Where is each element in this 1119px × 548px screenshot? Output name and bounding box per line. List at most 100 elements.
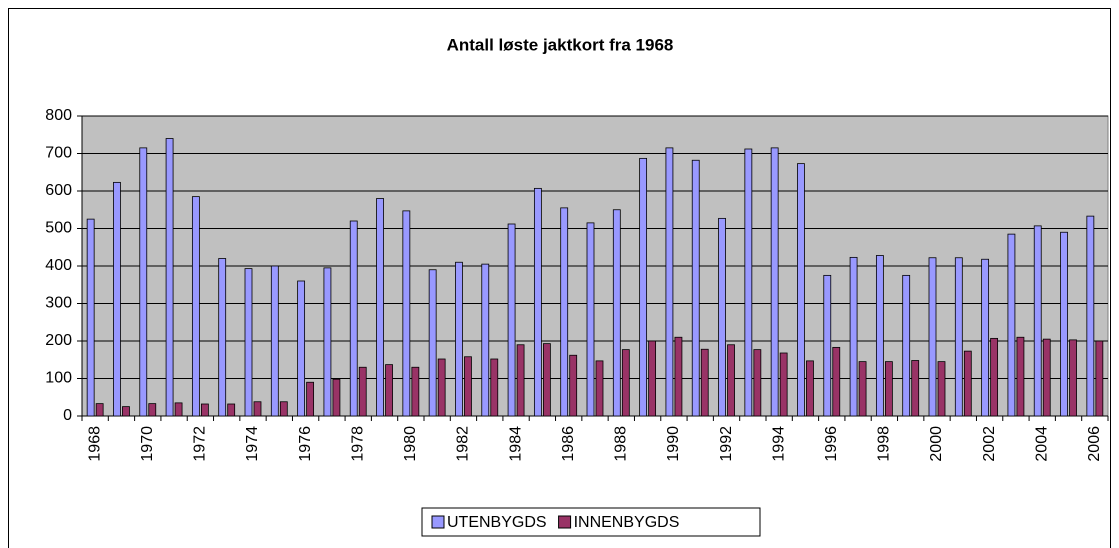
bar	[174, 402, 183, 417]
bar	[227, 403, 236, 417]
bar	[113, 181, 121, 417]
x-tick-label: 1970	[139, 426, 156, 462]
x-tick-label: 1990	[665, 426, 682, 462]
bar	[753, 349, 762, 417]
bar	[1086, 215, 1095, 417]
bar	[191, 196, 200, 417]
y-tick-label: 300	[45, 295, 72, 312]
bar	[806, 360, 814, 417]
x-tick-label: 1984	[507, 426, 524, 462]
bar	[332, 378, 341, 417]
bar	[665, 147, 674, 417]
bar	[902, 274, 911, 417]
bar	[744, 148, 753, 417]
bar	[937, 361, 946, 417]
bar	[122, 406, 130, 417]
legend-label: UTENBYGDS	[447, 514, 547, 531]
bar	[200, 403, 209, 417]
x-tick-label: 1996	[823, 426, 840, 462]
bar	[990, 337, 999, 417]
chart-title: Antall løste jaktkort fra 1968	[447, 35, 674, 54]
x-tick-label: 1988	[613, 426, 630, 462]
legend-box	[421, 507, 761, 537]
legend-label: INNENBYGDS	[574, 514, 680, 531]
x-tick-label: 1978	[349, 426, 366, 462]
bar	[884, 361, 893, 417]
bar	[1060, 231, 1068, 417]
bar	[586, 222, 595, 417]
bar	[1095, 340, 1104, 417]
bar	[542, 343, 551, 417]
x-tick-label: 1994	[770, 426, 787, 462]
bar	[385, 364, 393, 417]
x-tick-label: 1980	[402, 426, 419, 462]
bar	[569, 354, 578, 417]
bar	[358, 366, 367, 417]
x-tick-label: 1992	[718, 426, 735, 462]
y-tick-label: 0	[63, 407, 72, 424]
x-tick-label: 1972	[192, 426, 209, 462]
bar	[595, 360, 604, 417]
x-tick-label: 1986	[560, 426, 577, 462]
legend-swatch	[558, 515, 572, 529]
bar	[779, 352, 788, 417]
bar	[270, 265, 279, 417]
bar	[95, 403, 104, 417]
bar	[954, 257, 963, 417]
bar	[516, 344, 525, 417]
bar	[437, 358, 446, 417]
bar	[1069, 339, 1077, 417]
bar	[244, 268, 253, 417]
bar	[911, 360, 920, 417]
bar	[1007, 233, 1016, 417]
bar	[674, 336, 683, 417]
bar	[507, 223, 516, 417]
bar	[621, 349, 630, 417]
x-tick-label: 1998	[876, 426, 893, 462]
bar	[306, 381, 315, 417]
bar	[832, 346, 841, 417]
bar	[402, 210, 411, 417]
x-tick-label: 2000	[928, 426, 945, 462]
bar	[86, 218, 95, 417]
bar	[490, 358, 499, 417]
bar	[718, 217, 726, 417]
y-tick-label: 500	[45, 220, 72, 237]
bar	[875, 255, 884, 417]
bar	[770, 147, 779, 417]
bar	[691, 159, 700, 417]
bar	[648, 340, 657, 417]
bar	[428, 269, 437, 417]
bar	[349, 220, 358, 417]
bar	[928, 257, 937, 417]
bar	[148, 403, 157, 417]
x-tick-label: 1982	[455, 426, 472, 462]
bar	[139, 147, 148, 417]
bar	[253, 401, 262, 417]
bar	[823, 274, 832, 417]
x-tick-label: 2004	[1033, 426, 1050, 462]
x-tick-label: 2002	[981, 426, 998, 462]
bar	[700, 348, 709, 417]
bar	[411, 366, 420, 417]
bar	[481, 263, 490, 417]
bar	[849, 256, 858, 417]
bar	[165, 138, 174, 417]
x-tick-label: 1974	[244, 426, 261, 462]
bar	[464, 356, 472, 417]
bar	[639, 157, 648, 417]
y-tick-label: 100	[45, 370, 72, 387]
bar	[858, 361, 867, 417]
y-tick-label: 800	[45, 107, 72, 124]
y-tick-label: 400	[45, 257, 72, 274]
bar	[963, 350, 972, 417]
bar	[727, 344, 735, 417]
bar	[376, 198, 384, 417]
bar	[297, 280, 306, 417]
bar	[560, 207, 569, 417]
y-tick-label: 600	[45, 182, 72, 199]
bar	[1033, 225, 1042, 417]
bar	[1016, 336, 1025, 417]
bar	[323, 267, 332, 417]
